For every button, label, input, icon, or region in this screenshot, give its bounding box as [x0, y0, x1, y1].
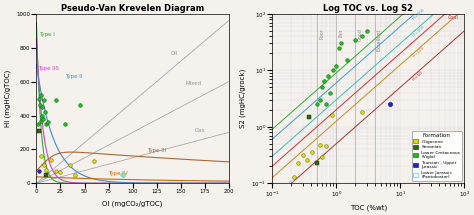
Point: [294, 161, 301, 164]
Point: [35, 122, 42, 126]
Point: [57, 170, 64, 174]
Point: [322, 144, 330, 147]
Point: [37, 119, 45, 122]
Point: [324, 74, 332, 78]
Point: [335, 46, 343, 50]
Point: [352, 38, 359, 41]
Text: Poor: Poor: [319, 29, 324, 40]
Text: HI=600: HI=600: [411, 7, 426, 20]
Point: [305, 115, 313, 119]
Point: [36, 169, 43, 172]
Point: [42, 122, 50, 126]
Point: [328, 114, 336, 117]
Point: [316, 144, 323, 147]
Point: [119, 173, 127, 177]
Point: [52, 98, 59, 102]
Point: [344, 59, 351, 62]
Point: [363, 29, 371, 33]
Point: [66, 163, 74, 166]
Text: HI=50: HI=50: [411, 70, 424, 81]
Point: [119, 173, 127, 177]
Y-axis label: HI (mgHC/gTOC): HI (mgHC/gTOC): [4, 70, 11, 127]
Point: [38, 114, 46, 117]
Point: [40, 98, 48, 102]
Point: [42, 168, 50, 171]
Point: [316, 98, 323, 102]
Point: [71, 173, 79, 177]
X-axis label: TOC (%wt): TOC (%wt): [349, 204, 387, 211]
Point: [41, 111, 49, 114]
Text: Type I: Type I: [39, 32, 55, 37]
Text: Oil: Oil: [171, 51, 178, 55]
Legend: Oligocene, Senonian, Lower Cretaceous
(Vigla), Tourcian - Upper
Jurassic, Lower : Oligocene, Senonian, Lower Cretaceous (V…: [411, 131, 462, 181]
Point: [313, 103, 321, 106]
Point: [303, 158, 311, 161]
Point: [38, 105, 46, 109]
Point: [37, 94, 45, 97]
Point: [386, 103, 394, 106]
Text: Type IV: Type IV: [109, 171, 128, 176]
Point: [358, 111, 365, 114]
Point: [322, 103, 330, 106]
Point: [91, 160, 98, 163]
Text: Coal: Coal: [447, 15, 458, 20]
Point: [288, 181, 295, 185]
Point: [47, 158, 55, 161]
Point: [42, 173, 50, 177]
Text: Type II: Type II: [65, 74, 83, 79]
Point: [36, 104, 44, 107]
Point: [329, 69, 337, 72]
Text: HI=125: HI=125: [411, 46, 426, 59]
Title: Log TOC vs. Log S2: Log TOC vs. Log S2: [323, 4, 413, 13]
Title: Pseudo-Van Krevelen Diagram: Pseudo-Van Krevelen Diagram: [61, 4, 204, 13]
Point: [44, 121, 52, 124]
Point: [37, 154, 45, 158]
Point: [358, 35, 365, 38]
Point: [299, 153, 307, 157]
Text: Type IIS: Type IIS: [38, 66, 59, 71]
Point: [40, 163, 48, 166]
Point: [313, 161, 321, 164]
Y-axis label: S2 (mgHC/grock): S2 (mgHC/grock): [239, 69, 246, 128]
Text: Mixed: Mixed: [185, 81, 201, 86]
Point: [62, 122, 69, 126]
Point: [290, 175, 298, 178]
Point: [318, 86, 326, 89]
Point: [318, 155, 326, 159]
Text: Good: Good: [357, 29, 363, 41]
Point: [332, 64, 340, 68]
Point: [320, 79, 328, 83]
X-axis label: OI (mgCO₂/gTOC): OI (mgCO₂/gTOC): [102, 200, 163, 207]
Point: [52, 169, 59, 172]
Point: [337, 42, 345, 45]
Point: [36, 129, 43, 132]
Text: Gas: Gas: [195, 127, 206, 133]
Point: [36, 97, 43, 100]
Text: Fair: Fair: [338, 29, 343, 37]
Text: Excellent: Excellent: [377, 29, 382, 51]
Point: [326, 91, 334, 95]
Point: [308, 150, 316, 154]
Text: Type III: Type III: [147, 148, 166, 153]
Text: HI=300: HI=300: [411, 24, 426, 37]
Point: [76, 104, 83, 107]
Point: [39, 117, 47, 121]
